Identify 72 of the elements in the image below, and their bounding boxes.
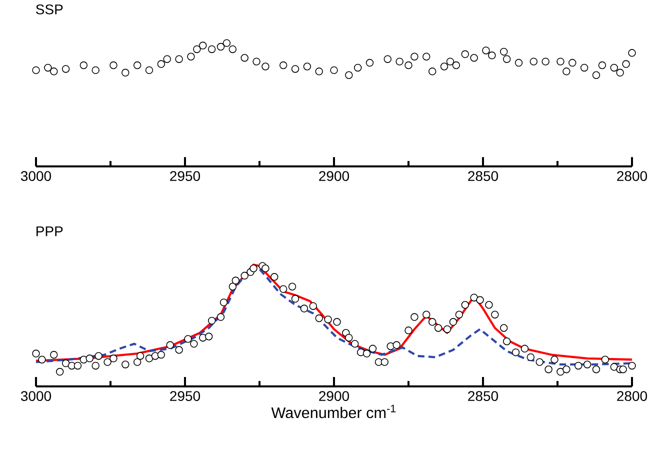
point — [396, 58, 404, 66]
point — [345, 71, 353, 79]
point — [514, 58, 523, 66]
point — [208, 45, 216, 53]
point — [175, 55, 183, 63]
point — [580, 64, 588, 72]
x-tick-label: 3000 — [20, 390, 52, 401]
point — [598, 61, 606, 69]
point — [240, 54, 248, 62]
point — [568, 58, 576, 66]
point — [440, 62, 448, 70]
point — [303, 62, 312, 70]
point — [193, 45, 201, 53]
x-tick-label: 2850 — [468, 170, 498, 181]
x-tick-label: 2950 — [170, 390, 200, 401]
point — [500, 48, 508, 56]
point — [628, 48, 636, 57]
point — [452, 61, 460, 69]
point — [199, 41, 207, 50]
point — [279, 61, 288, 69]
point — [592, 71, 600, 79]
point — [222, 39, 231, 47]
x-axis-title: Wavenumber cm$^{-1}$ — [271, 404, 396, 418]
point — [410, 52, 418, 60]
point — [610, 64, 618, 72]
point — [366, 58, 374, 66]
point — [482, 46, 490, 54]
point — [446, 58, 454, 66]
chart-title: SSP — [36, 4, 63, 14]
point — [216, 42, 225, 50]
x-tick-label: 2900 — [319, 390, 350, 401]
point — [163, 55, 171, 63]
point — [404, 61, 412, 69]
point — [556, 58, 564, 66]
point — [354, 64, 362, 72]
point — [330, 66, 338, 74]
point — [461, 50, 469, 58]
point — [62, 64, 70, 73]
point — [110, 61, 118, 69]
point — [542, 58, 550, 66]
x-tick-label: 2950 — [170, 170, 200, 181]
point — [157, 60, 166, 68]
point — [622, 60, 630, 68]
x-tick-label: 2850 — [468, 390, 498, 401]
point — [50, 67, 58, 76]
point — [384, 55, 392, 63]
point — [80, 61, 88, 69]
x-tick-label: 3000 — [20, 170, 52, 181]
point — [488, 51, 496, 60]
x-tick-label: 2800 — [617, 170, 648, 181]
point — [228, 45, 237, 53]
point — [502, 55, 511, 63]
point — [32, 66, 40, 74]
point — [145, 66, 154, 74]
point — [422, 52, 430, 60]
point — [44, 64, 52, 72]
point — [122, 68, 130, 76]
x-tick-label: 2900 — [319, 170, 350, 181]
point — [291, 64, 300, 73]
point — [530, 58, 538, 66]
point — [252, 58, 260, 66]
point — [470, 54, 478, 62]
point — [92, 66, 100, 74]
point — [315, 67, 323, 76]
point — [187, 52, 195, 60]
x-tick-label: 2800 — [617, 390, 648, 401]
point — [562, 67, 570, 76]
point — [133, 61, 142, 69]
point — [616, 68, 624, 76]
point — [428, 67, 436, 76]
chart-title: PPP — [36, 226, 63, 236]
point — [262, 62, 270, 70]
